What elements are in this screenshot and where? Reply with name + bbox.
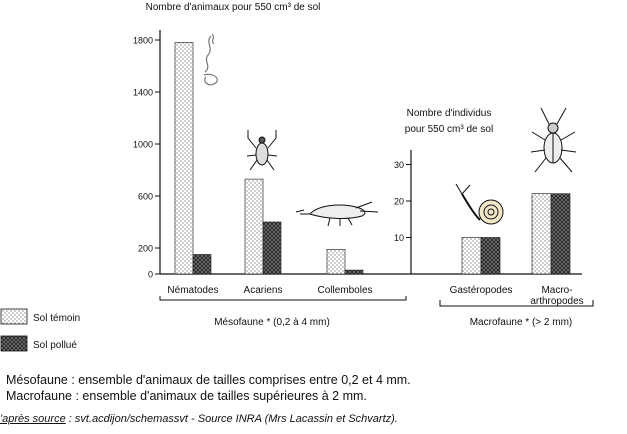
mite-icon <box>246 130 278 171</box>
category-label-acariens: Acariens <box>244 285 283 296</box>
left-y-tick-label: 1000 <box>133 140 153 150</box>
left-y-tick-label: 0 <box>148 270 153 280</box>
source-text: : svt.acdijon/schemassvt - Source INRA (… <box>65 413 398 425</box>
right-chart-title-line1: Nombre d'individus <box>407 108 492 119</box>
category-label-macro-arthropodes-line1: Macro- <box>541 285 572 296</box>
macrofaune-bracket <box>439 300 594 307</box>
legend-swatch-sol-pollue <box>0 335 28 352</box>
legend-label-sol-temoin: Sol témoin <box>33 313 80 324</box>
footnote-macrofaune: Macrofaune : ensemble d'animaux de taill… <box>6 389 367 403</box>
legend: Sol témoin Sol pollué <box>0 308 80 352</box>
right-chart-title-line2: pour 550 cm³ de sol <box>405 124 493 135</box>
right-y-tick-label: 20 <box>394 197 404 207</box>
mesofaune-bracket <box>159 296 407 301</box>
springtail-icon <box>295 201 379 227</box>
legend-swatch-sol-temoin <box>0 308 28 325</box>
left-chart-title: Nombre d'animaux pour 550 cm³ de sol <box>146 2 321 13</box>
category-label-macro-arthropodes-line2: arthropodes <box>530 296 583 307</box>
bar-macro-arthropodes-sol-pollue <box>550 193 571 275</box>
right-y-tick-label: 30 <box>394 160 404 170</box>
bar-acariens-sol-temoin <box>244 178 264 275</box>
category-label-collemboles: Collemboles <box>317 285 372 296</box>
left-y-tick-label: 1400 <box>133 88 153 98</box>
bar-gasteropodes-sol-temoin <box>461 237 482 275</box>
bar-acariens-sol-pollue <box>262 221 282 275</box>
beetle-icon <box>530 107 577 173</box>
footnote-mesofaune: Mésofaune : ensemble d'animaux de taille… <box>6 373 411 387</box>
left-y-tick-label: 600 <box>138 192 153 202</box>
category-label-gasteropodes: Gastéropodes <box>450 285 513 296</box>
bar-gasteropodes-sol-pollue <box>480 237 501 275</box>
bar-collemboles-sol-temoin <box>326 249 346 275</box>
bar-nematodes-sol-temoin <box>174 42 194 275</box>
legend-label-sol-pollue: Sol pollué <box>33 340 77 351</box>
left-y-tick-label: 200 <box>138 244 153 254</box>
bar-macro-arthropodes-sol-temoin <box>531 193 552 275</box>
snail-icon <box>455 183 504 225</box>
source-note: 'après source : svt.acdijon/schemassvt -… <box>0 413 398 425</box>
nematode-icon <box>203 33 218 86</box>
bar-nematodes-sol-pollue <box>192 254 212 275</box>
source-label: 'après source <box>0 413 66 425</box>
macrofaune-label: Macrofaune * (> 2 mm) <box>470 317 573 328</box>
mesofaune-label: Mésofaune * (0,2 à 4 mm) <box>214 317 330 328</box>
bar-collemboles-sol-pollue <box>344 269 364 275</box>
left-y-tick-label: 1800 <box>133 36 153 46</box>
category-label-nematodes: Nématodes <box>167 285 218 296</box>
right-y-tick-label: 10 <box>394 233 404 243</box>
